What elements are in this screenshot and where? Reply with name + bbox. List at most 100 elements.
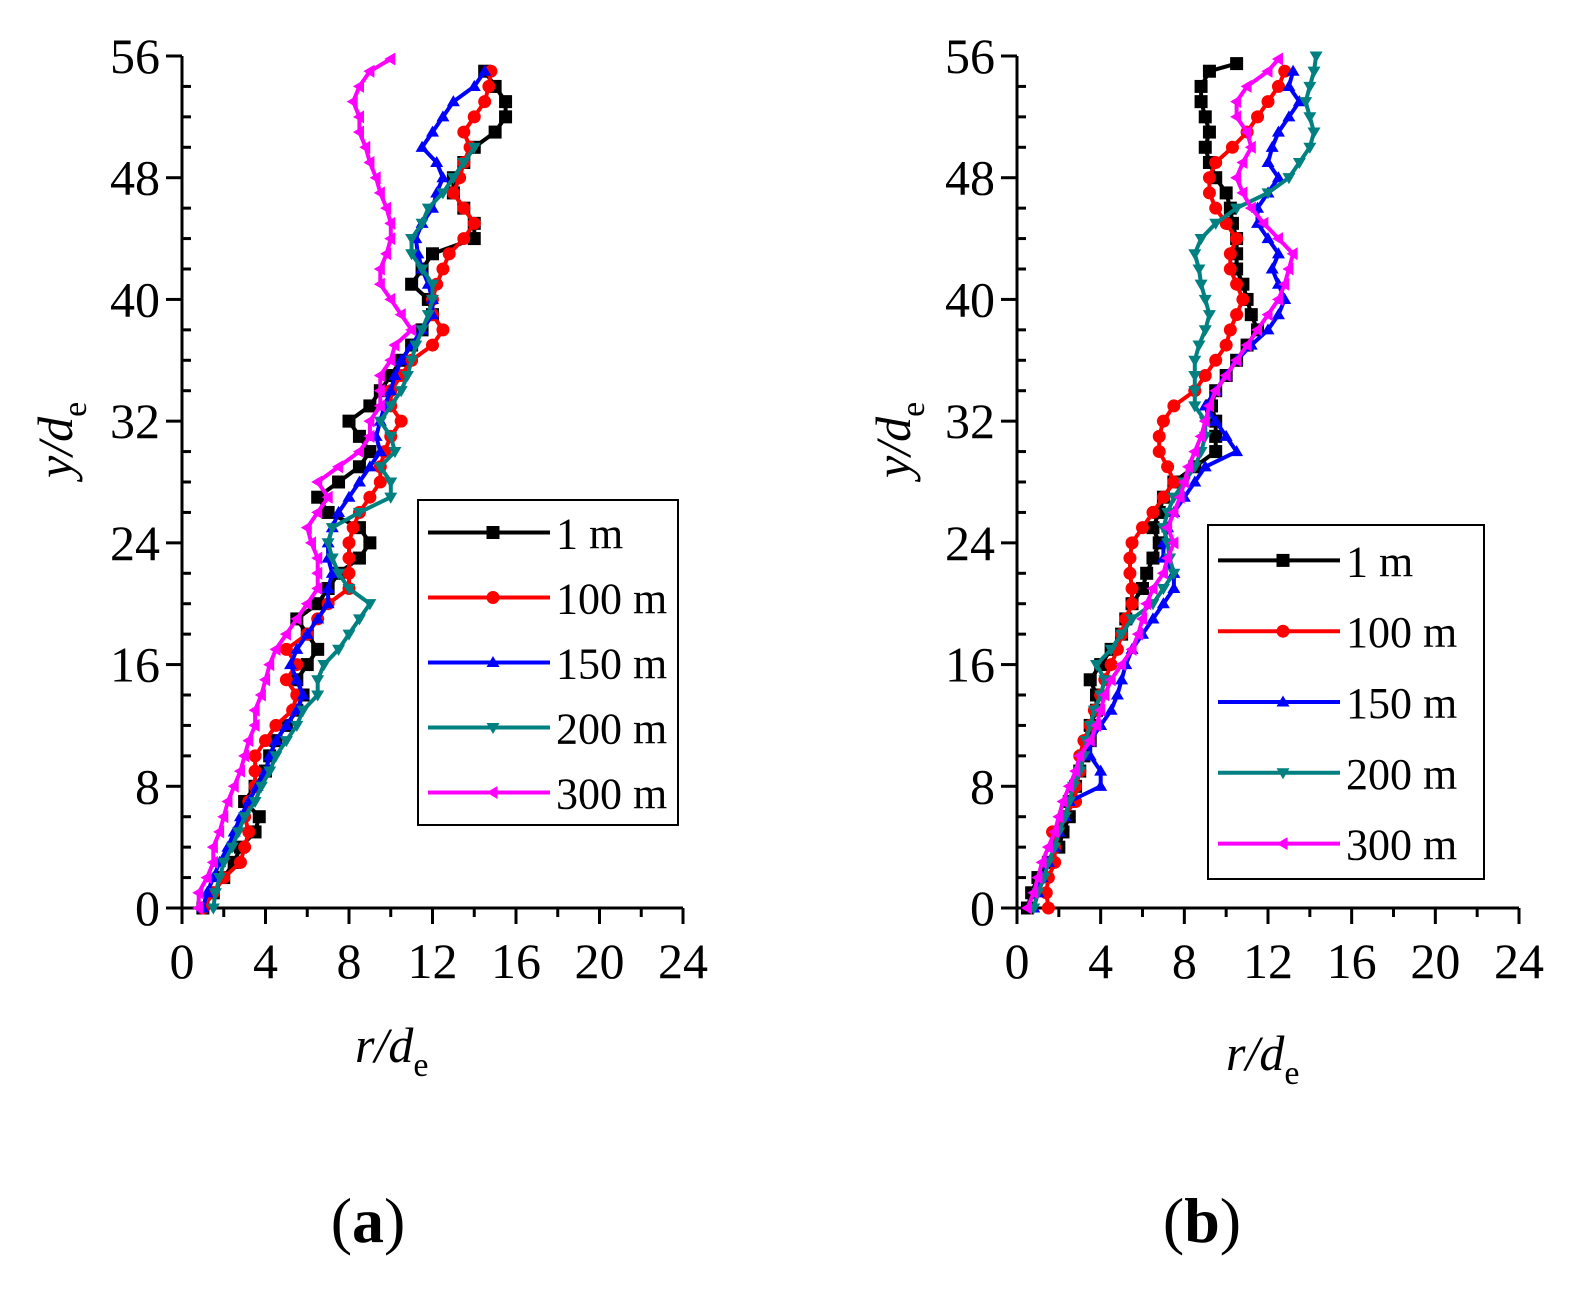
data-point [1104,703,1118,715]
data-point [1271,125,1285,137]
data-point [227,779,239,793]
data-point [352,460,366,474]
data-point [415,218,429,230]
data-point [1202,310,1216,322]
data-point [1261,156,1275,168]
data-point [311,612,325,624]
data-point [363,414,375,428]
data-point [231,827,245,839]
data-point [1125,597,1139,611]
legend-label: 1 m [1346,537,1413,586]
data-point [290,703,304,715]
data-point [384,384,398,396]
data-point [384,353,396,367]
data-point [233,855,247,869]
y-tick-label: 40 [110,271,160,327]
y-tick-label: 24 [945,515,995,571]
x-tick-label: 20 [575,933,625,989]
data-point [363,536,377,550]
data-point [1048,825,1060,839]
data-point [478,64,492,76]
x-tick-label: 8 [337,933,362,989]
data-point [332,644,346,656]
data-point [426,338,439,352]
data-point [352,475,366,487]
data-point [1110,688,1124,700]
data-point [1303,142,1317,154]
data-point [352,614,366,626]
data-point [421,310,435,322]
data-point [1198,369,1212,382]
data-point [1198,460,1212,472]
legend: 1 m 100 m 150 m 200 m 300 m [417,499,679,826]
data-point [1209,201,1223,215]
data-point [373,277,385,291]
data-point [405,234,419,246]
y-tick-label: 24 [110,515,160,571]
data-point [1230,277,1244,291]
data-point [426,125,439,137]
data-point [1225,140,1239,154]
data-point [1192,264,1206,276]
data-point [252,810,266,824]
y-tick-label: 40 [945,271,995,327]
data-point [384,492,398,504]
data-point [1188,370,1202,382]
data-point [400,370,414,382]
y-axis-label-main: y/d [27,416,83,483]
data-point [1104,658,1118,672]
data-point [1209,384,1221,398]
data-point [296,688,310,700]
data-point [430,156,444,168]
data-point [300,658,314,672]
data-point [1303,81,1317,93]
data-point [321,597,335,609]
y-tick-label: 48 [945,150,995,206]
panel-label-part: b [1184,1185,1220,1256]
data-point [311,690,325,702]
x-tick-label: 16 [1327,933,1377,989]
series-300m [192,52,417,915]
data-point [373,475,387,489]
data-point [1194,234,1208,246]
data-point [499,95,513,109]
data-point [1156,566,1168,580]
x-axis-label-sub: e [413,1047,428,1084]
data-point [248,764,262,778]
data-point [363,490,377,504]
data-point [384,52,396,66]
data-point [1177,475,1189,489]
data-point [1125,582,1139,595]
data-point [1027,886,1039,900]
y-axis-label: y/de [27,402,94,483]
data-point [1188,401,1202,413]
data-point [363,460,377,472]
data-point [213,825,225,839]
data-point [311,505,323,519]
x-tick-label: 0 [1005,933,1030,989]
data-point [238,840,252,854]
data-point [1230,353,1242,367]
data-point [192,901,204,915]
data-point [409,340,423,352]
data-point [446,95,460,107]
data-point [1282,110,1296,122]
data-point [325,566,339,578]
data-point [1125,614,1139,626]
data-point [1188,445,1200,459]
data-point [321,538,335,550]
data-point [1278,277,1290,291]
data-point [1194,279,1208,291]
x-tick-label: 4 [1088,933,1113,989]
data-point [1198,294,1212,306]
data-point [1140,566,1154,580]
data-point [1194,79,1208,93]
data-point [1089,660,1103,672]
data-point [284,658,298,670]
legend-marker [486,722,500,734]
data-point [1223,323,1237,337]
y-tick-label: 8 [970,758,995,814]
data-point [352,445,364,459]
data-point [1146,582,1158,595]
data-point [1230,95,1242,109]
